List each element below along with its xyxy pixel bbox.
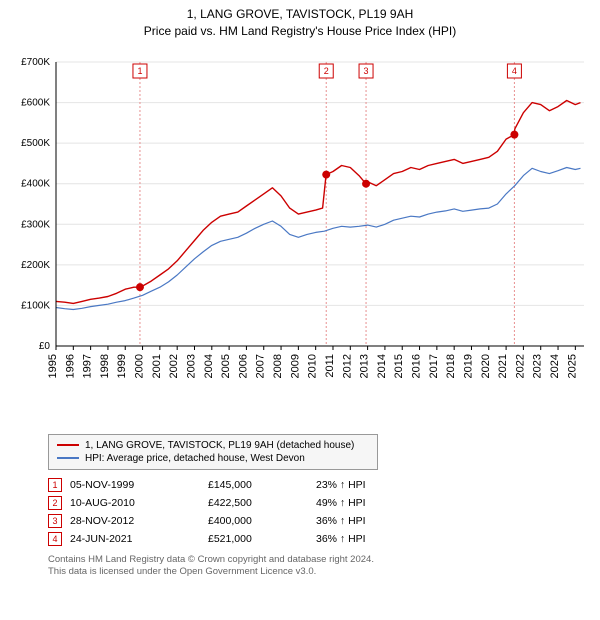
svg-text:2001: 2001 (151, 354, 163, 378)
transaction-pct: 36% ↑ HPI (316, 515, 396, 527)
svg-text:2014: 2014 (376, 354, 388, 378)
svg-text:£100K: £100K (21, 300, 50, 311)
svg-text:2004: 2004 (203, 354, 215, 378)
svg-text:2011: 2011 (324, 354, 336, 378)
svg-text:1: 1 (137, 65, 142, 75)
svg-text:£0: £0 (39, 341, 51, 352)
transaction-date: 10-AUG-2010 (70, 497, 200, 509)
transaction-price: £400,000 (208, 515, 308, 527)
transaction-date: 24-JUN-2021 (70, 533, 200, 545)
svg-text:2006: 2006 (237, 354, 249, 378)
title-line1: 1, LANG GROVE, TAVISTOCK, PL19 9AH (8, 6, 592, 23)
transaction-price: £422,500 (208, 497, 308, 509)
svg-text:£500K: £500K (21, 138, 50, 149)
transaction-date: 05-NOV-1999 (70, 479, 200, 491)
svg-text:2: 2 (324, 65, 329, 75)
title-block: 1, LANG GROVE, TAVISTOCK, PL19 9AH Price… (8, 6, 592, 40)
svg-text:1998: 1998 (99, 354, 111, 378)
transaction-row: 4 24-JUN-2021 £521,000 36% ↑ HPI (48, 530, 592, 548)
transaction-price: £521,000 (208, 533, 308, 545)
chart-area: £0 £100K £200K £300K £400K £500K £600K £700K 199… (8, 46, 592, 426)
footnote-line2: This data is licensed under the Open Gov… (48, 566, 592, 579)
transaction-marker: 2 (48, 496, 62, 510)
transaction-marker: 1 (48, 478, 62, 492)
svg-text:2008: 2008 (272, 354, 284, 378)
legend-item-property: 1, LANG GROVE, TAVISTOCK, PL19 9AH (deta… (57, 439, 369, 452)
legend-item-hpi: HPI: Average price, detached house, West… (57, 452, 369, 465)
svg-text:2005: 2005 (220, 354, 232, 378)
svg-text:2015: 2015 (393, 354, 405, 378)
svg-text:2020: 2020 (480, 354, 492, 378)
svg-text:2017: 2017 (428, 354, 440, 378)
transaction-date: 28-NOV-2012 (70, 515, 200, 527)
svg-text:2016: 2016 (411, 354, 423, 378)
svg-text:1996: 1996 (64, 354, 76, 378)
transaction-marker: 3 (48, 514, 62, 528)
svg-text:2024: 2024 (549, 354, 561, 378)
svg-text:£400K: £400K (21, 178, 50, 189)
legend: 1, LANG GROVE, TAVISTOCK, PL19 9AH (deta… (48, 434, 378, 470)
svg-text:1997: 1997 (82, 354, 94, 378)
transaction-row: 2 10-AUG-2010 £422,500 49% ↑ HPI (48, 494, 592, 512)
svg-text:2007: 2007 (255, 354, 267, 378)
svg-text:2010: 2010 (307, 354, 319, 378)
transaction-pct: 23% ↑ HPI (316, 479, 396, 491)
legend-swatch-hpi (57, 457, 79, 459)
transaction-marker: 4 (48, 532, 62, 546)
svg-text:2021: 2021 (497, 354, 509, 378)
svg-text:3: 3 (364, 65, 369, 75)
chart-svg: £0 £100K £200K £300K £400K £500K £600K £700K 199… (8, 46, 592, 426)
chart-container: 1, LANG GROVE, TAVISTOCK, PL19 9AH Price… (0, 0, 600, 585)
transaction-row: 3 28-NOV-2012 £400,000 36% ↑ HPI (48, 512, 592, 530)
svg-text:2023: 2023 (532, 354, 544, 378)
svg-text:2009: 2009 (289, 354, 301, 378)
svg-text:2003: 2003 (185, 354, 197, 378)
svg-text:£600K: £600K (21, 97, 50, 108)
svg-text:£200K: £200K (21, 259, 50, 270)
svg-text:2002: 2002 (168, 354, 180, 378)
svg-text:2018: 2018 (445, 354, 457, 378)
transaction-price: £145,000 (208, 479, 308, 491)
svg-text:1995: 1995 (47, 354, 59, 378)
legend-swatch-property (57, 444, 79, 446)
svg-text:4: 4 (512, 65, 517, 75)
svg-text:£700K: £700K (21, 57, 50, 68)
svg-text:2012: 2012 (341, 354, 353, 378)
svg-text:1999: 1999 (116, 354, 128, 378)
legend-label-hpi: HPI: Average price, detached house, West… (85, 453, 305, 464)
transaction-pct: 36% ↑ HPI (316, 533, 396, 545)
svg-text:£300K: £300K (21, 219, 50, 230)
transaction-pct: 49% ↑ HPI (316, 497, 396, 509)
svg-text:2000: 2000 (134, 354, 146, 378)
svg-text:2013: 2013 (359, 354, 371, 378)
footnote-line1: Contains HM Land Registry data © Crown c… (48, 554, 592, 567)
svg-text:2022: 2022 (514, 354, 526, 378)
transaction-row: 1 05-NOV-1999 £145,000 23% ↑ HPI (48, 476, 592, 494)
svg-text:2025: 2025 (566, 354, 578, 378)
footnote: Contains HM Land Registry data © Crown c… (48, 554, 592, 580)
svg-text:2019: 2019 (462, 354, 474, 378)
transactions-table: 1 05-NOV-1999 £145,000 23% ↑ HPI 2 10-AUG-201… (48, 476, 592, 548)
legend-label-property: 1, LANG GROVE, TAVISTOCK, PL19 9AH (deta… (85, 440, 354, 451)
title-line2: Price paid vs. HM Land Registry's House … (8, 23, 592, 40)
